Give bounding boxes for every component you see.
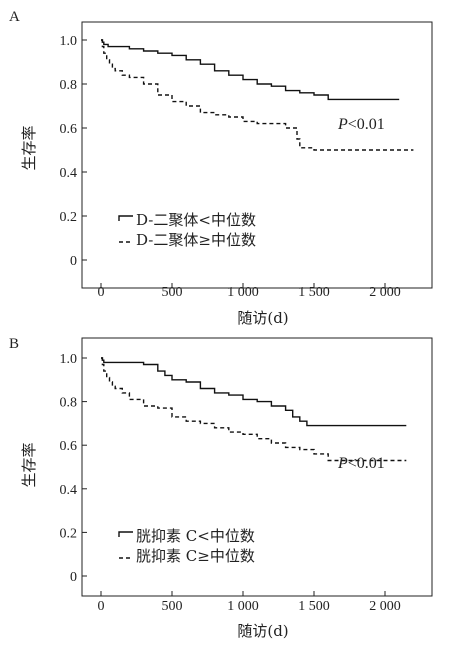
y-tick-label: 0.8 <box>60 396 78 411</box>
panel-label: B <box>9 336 19 352</box>
series-line-solid <box>101 357 407 427</box>
y-tick-label: 0.6 <box>60 122 78 137</box>
y-axis-label: 生存率 <box>20 125 38 170</box>
legend-label: 胱抑素 C<中位数 <box>136 527 255 545</box>
series-line-dashed <box>101 39 414 151</box>
x-tick-label: 500 <box>162 599 183 614</box>
y-tick-label: 0.4 <box>60 483 78 498</box>
y-tick-label: 0 <box>70 570 77 585</box>
x-tick-label: 500 <box>162 285 183 300</box>
plot-frame <box>81 21 433 289</box>
series-line-dashed <box>101 357 407 462</box>
x-axis-label: 随访(d) <box>237 309 288 327</box>
panel-b: B 0 0.2 0.4 0.6 0.8 1.0 0 500 1 000 1 500 2 000 随访(d… <box>9 336 433 640</box>
plot-frame <box>81 337 433 597</box>
y-tick-label: 1.0 <box>60 352 78 367</box>
y-axis-label: 生存率 <box>20 442 38 487</box>
legend-label: 胱抑素 C≥中位数 <box>136 547 255 565</box>
x-tick-label: 0 <box>98 285 105 300</box>
x-tick-label: 1 000 <box>227 599 259 614</box>
p-value-annotation: P<0.01 <box>337 116 385 133</box>
y-tick-label: 0.6 <box>60 439 78 454</box>
p-value-annotation: P<0.01 <box>337 455 385 472</box>
y-tick-label: 1.0 <box>60 34 78 49</box>
x-tick-label: 0 <box>98 599 105 614</box>
y-tick-label: 0 <box>70 254 77 269</box>
y-tick-label: 0.2 <box>60 526 78 541</box>
legend-swatch-solid <box>118 215 133 221</box>
y-tick-label: 0.2 <box>60 210 78 225</box>
legend-label: D-二聚体<中位数 <box>136 211 256 229</box>
x-tick-label: 1 500 <box>298 599 330 614</box>
panel-label: A <box>9 9 20 25</box>
y-tick-label: 0.4 <box>60 166 78 181</box>
x-tick-label: 2 000 <box>369 599 401 614</box>
y-tick-label: 0.8 <box>60 78 78 93</box>
x-tick-label: 2 000 <box>369 285 401 300</box>
x-tick-label: 1 000 <box>227 285 259 300</box>
legend-label: D-二聚体≥中位数 <box>136 231 256 249</box>
x-tick-label: 1 500 <box>298 285 330 300</box>
panel-a: A 0 0.2 0.4 0.6 0.8 1.0 0 500 1 000 1 500 2 000 随访(d… <box>9 9 433 327</box>
x-axis-label: 随访(d) <box>237 622 288 640</box>
series-line-solid <box>101 39 400 101</box>
legend-swatch-solid <box>118 531 133 537</box>
legend: D-二聚体<中位数 D-二聚体≥中位数 <box>118 211 256 249</box>
